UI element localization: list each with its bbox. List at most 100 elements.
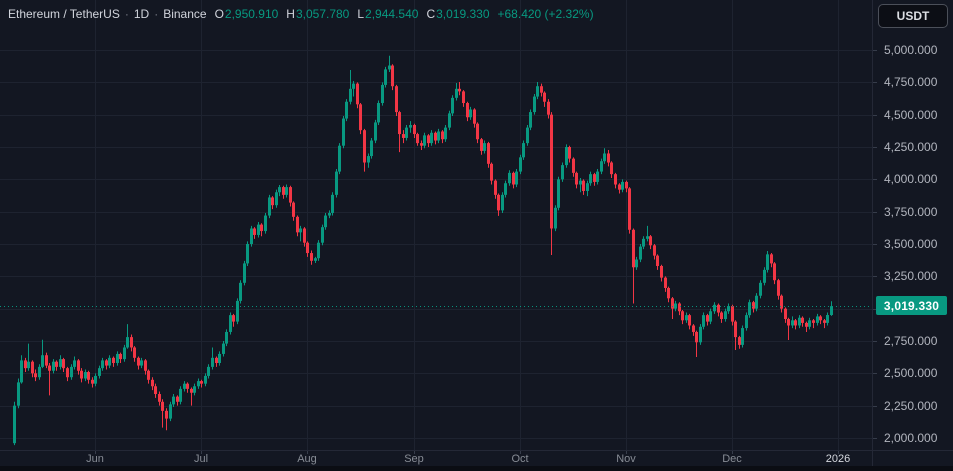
ohlc-low: L2,944.540 (357, 7, 418, 21)
candle-body-up (84, 372, 87, 379)
candle-body-up (702, 315, 705, 327)
candle-body-down (119, 353, 122, 360)
candle-body-down (130, 337, 133, 348)
candle-body-up (508, 172, 511, 184)
candle-body-down (77, 360, 80, 371)
candle-body-down (653, 245, 656, 256)
candle-body-down (271, 197, 274, 206)
time-axis[interactable]: Jun Jul Aug Sep Oct Nov Dec 2026 (0, 450, 953, 466)
candle-body-down (62, 359, 65, 369)
time-axis-month-label: Dec (722, 453, 742, 465)
candle-body-up (345, 101, 348, 119)
ohlc-open: O2,950.910 (215, 7, 279, 21)
price-axis-label: 3,250.000 (884, 269, 938, 283)
candle-body-up (169, 404, 172, 419)
ohlc-close: C3,019.330 (426, 7, 489, 21)
candle-body-down (787, 319, 790, 326)
candle-body-down (575, 172, 578, 185)
candle-body-down (777, 280, 780, 296)
price-axis-label: 4,750.000 (884, 75, 938, 89)
candle-body-up (338, 145, 341, 172)
candle-body-up (685, 315, 688, 321)
price-axis-label: 3,750.000 (884, 205, 938, 219)
time-axis-month-label: Jul (193, 453, 209, 465)
candle-body-down (773, 263, 776, 281)
candle-body-down (147, 370, 150, 380)
candle-body-up (448, 113, 451, 128)
candle-body-down (215, 357, 218, 363)
candle-body-down (420, 143, 423, 146)
candle-body-up (17, 382, 20, 406)
candle-body-down (398, 112, 401, 135)
candle-body-up (766, 254, 769, 270)
candle-body-up (381, 84, 384, 104)
candle-body-up (586, 183, 589, 191)
candle-body-up (108, 357, 111, 366)
candle-body-up (229, 315, 232, 332)
candle-body-up (250, 228, 253, 244)
candle-body-up (349, 88, 352, 102)
exchange-label[interactable]: Binance (163, 7, 207, 21)
candle-body-up (409, 125, 412, 128)
candle-body-up (755, 295, 758, 309)
candle-body-down (614, 174, 617, 185)
price-axis[interactable]: 5,000.000 4,750.000 4,500.000 4,250.000 4,00… (873, 0, 953, 450)
candle-body-down (628, 188, 631, 230)
candle-body-up (140, 360, 143, 366)
candle-body-down (306, 242, 309, 254)
candle-body-down (547, 101, 550, 115)
candle-body-down (165, 410, 168, 419)
candle-body-up (437, 131, 440, 141)
close-label: C (426, 7, 436, 21)
candle-body-up (603, 153, 606, 162)
candle-body-up (724, 311, 727, 320)
time-axis-month-label: Jun (86, 453, 104, 465)
candle-body-down (253, 228, 256, 235)
candle-body-up (713, 304, 716, 312)
candle-body-up (299, 228, 302, 233)
time-axis-year-label: 2026 (825, 453, 851, 465)
candle-body-down (395, 86, 398, 113)
interval-label[interactable]: 1D (133, 7, 150, 21)
candle-body-down (289, 187, 292, 203)
currency-button[interactable]: USDT (878, 4, 948, 28)
candle-body-down (260, 224, 263, 232)
candle-body-up (268, 197, 271, 216)
candle-body-down (801, 317, 804, 323)
candle-body-up (374, 122, 377, 141)
candle-body-down (550, 114, 553, 229)
candle-body-up (126, 337, 129, 348)
candle-body-up (561, 165, 564, 180)
candle-body-up (741, 328, 744, 345)
candle-body-down (458, 88, 461, 92)
candle-body-up (519, 157, 522, 172)
candle-body-up (335, 171, 338, 195)
candle-body-up (451, 97, 454, 114)
candle-body-up (98, 368, 101, 376)
candle-body-up (557, 179, 560, 208)
candle-body-up (816, 316, 819, 323)
candle-body-down (24, 360, 27, 369)
low-value: 2,944.540 (365, 7, 419, 21)
candle-body-up (116, 353, 119, 363)
candle-body-up (123, 347, 126, 360)
candle-body-down (416, 134, 419, 144)
candle-body-up (596, 171, 599, 182)
candle-body-up (218, 353, 221, 363)
price-axis-label: 4,250.000 (884, 140, 938, 154)
candle-body-down (667, 287, 670, 299)
candle-body-down (158, 394, 161, 402)
time-axis-month-label: Sep (404, 453, 424, 465)
candle-body-up (763, 269, 766, 283)
last-price-label: 3,019.330 (876, 296, 947, 315)
candle-body-up (331, 194, 334, 213)
candle-body-up (501, 194, 504, 211)
candle-body-up (70, 366, 73, 378)
candle-body-up (38, 366, 41, 378)
candle-body-down (176, 396, 179, 402)
candle-body-up (709, 311, 712, 322)
candle-body-up (236, 300, 239, 322)
symbol-title[interactable]: Ethereum / TetherUS (8, 7, 120, 21)
candle-body-up (469, 109, 472, 118)
